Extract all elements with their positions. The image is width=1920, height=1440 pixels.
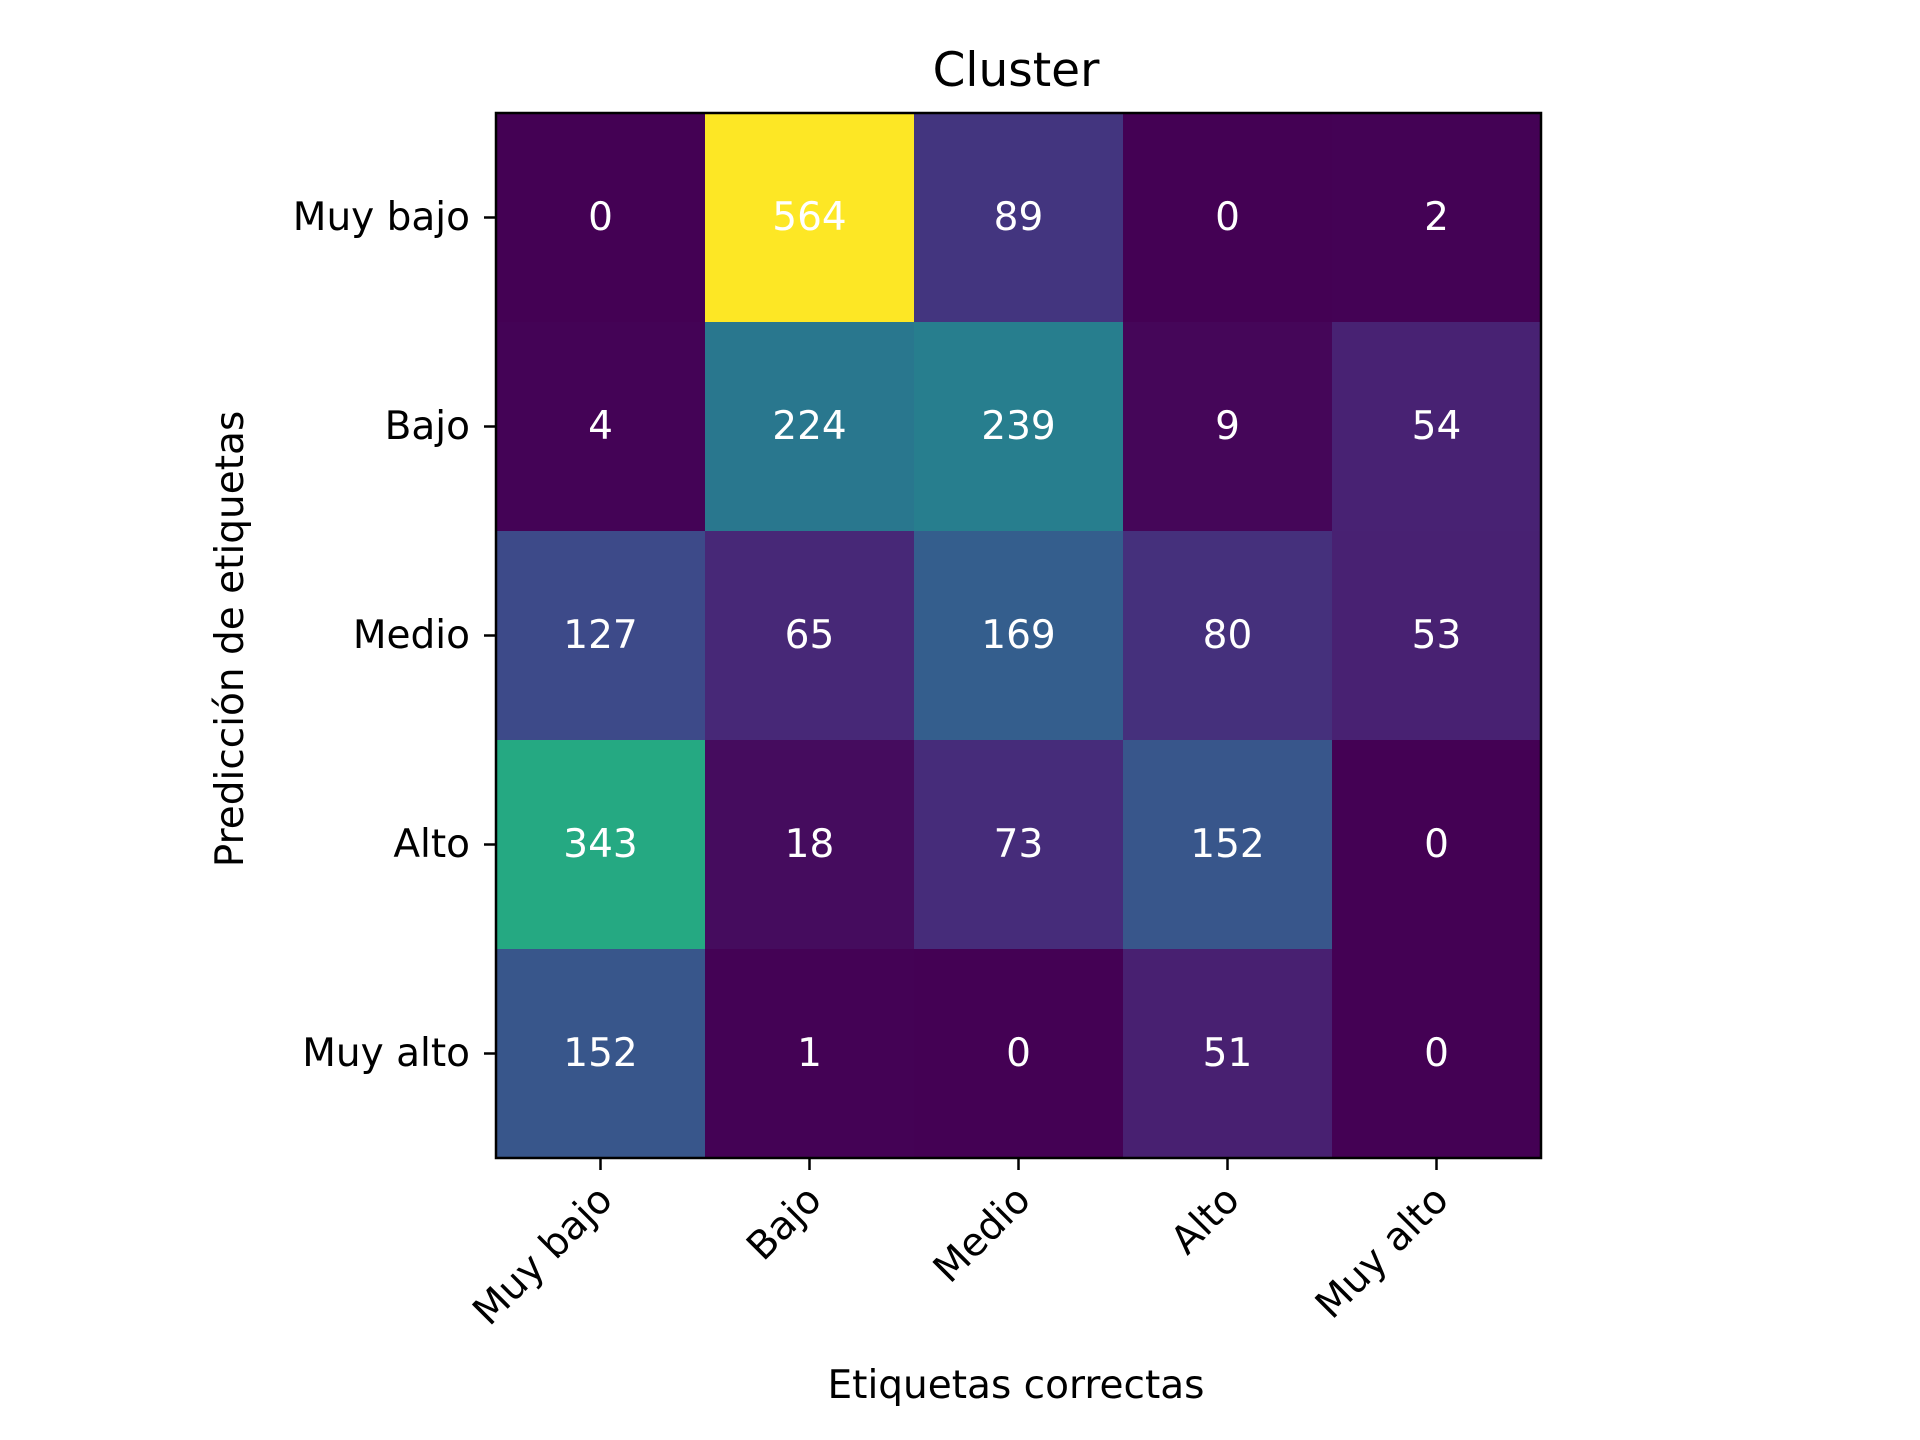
heatmap-cell xyxy=(914,949,1124,1159)
cell-value-label: 9 xyxy=(1215,404,1240,449)
cell-value-label: 0 xyxy=(1215,195,1240,240)
cell-value-label: 65 xyxy=(785,613,835,658)
heatmap-cell xyxy=(705,949,915,1159)
heatmap-cell xyxy=(1123,322,1333,532)
cell-value-label: 54 xyxy=(1412,404,1462,449)
heatmap-cell xyxy=(914,322,1124,532)
x-tick-label: Muy bajo xyxy=(464,1177,621,1334)
y-tick-label: Bajo xyxy=(385,404,470,449)
cell-value-label: 0 xyxy=(1424,1031,1449,1076)
heatmap-cell xyxy=(1332,740,1542,950)
heatmap-cell xyxy=(914,531,1124,741)
cell-value-label: 73 xyxy=(994,822,1044,867)
heatmap-cell xyxy=(496,113,706,323)
heatmap-cell xyxy=(1123,740,1333,950)
y-tick-label: Muy bajo xyxy=(293,195,470,240)
heatmap-cell xyxy=(496,322,706,532)
heatmap-cell xyxy=(1332,949,1542,1159)
heatmap-cell xyxy=(914,740,1124,950)
cell-value-label: 2 xyxy=(1424,195,1449,240)
cell-value-label: 0 xyxy=(1006,1031,1031,1076)
cell-value-label: 224 xyxy=(772,404,846,449)
y-axis-ticks: Muy bajo Bajo Medio Alto Muy alto xyxy=(293,195,496,1076)
cell-value-label: 89 xyxy=(994,195,1044,240)
heatmap-cell xyxy=(705,322,915,532)
heatmap-cell xyxy=(1123,949,1333,1159)
cell-value-label: 18 xyxy=(785,822,835,867)
y-axis-label: Predicción de etiquetas xyxy=(208,411,253,868)
cell-value-label: 127 xyxy=(563,613,637,658)
heatmap-cell xyxy=(1332,322,1542,532)
heatmap-cell xyxy=(496,949,706,1159)
heatmap-cell xyxy=(496,740,706,950)
cell-value-label: 51 xyxy=(1203,1031,1253,1076)
cell-value-label: 4 xyxy=(588,404,613,449)
cell-value-label: 152 xyxy=(1190,822,1264,867)
heatmap-cell xyxy=(705,113,915,323)
heatmap-cell xyxy=(705,531,915,741)
cell-value-label: 53 xyxy=(1412,613,1462,658)
y-tick-label: Muy alto xyxy=(302,1031,470,1076)
cell-value-label: 564 xyxy=(772,195,846,240)
heatmap-cell-labels: 0 564 89 0 2 4 224 239 9 54 127 65 169 80 53 343 18 73 152… xyxy=(563,195,1461,1076)
heatmap-cell xyxy=(1332,531,1542,741)
chart-title: Cluster xyxy=(933,43,1100,98)
heatmap-cell xyxy=(1123,113,1333,323)
heatmap-cells xyxy=(496,113,1542,1159)
cell-value-label: 0 xyxy=(1424,822,1449,867)
cell-value-label: 239 xyxy=(981,404,1055,449)
heatmap-cell xyxy=(705,740,915,950)
x-tick-label: Bajo xyxy=(738,1177,830,1269)
heatmap-cell xyxy=(1123,531,1333,741)
heatmap-cell xyxy=(914,113,1124,323)
x-axis-label: Etiquetas correctas xyxy=(828,1363,1205,1408)
x-tick-label: Alto xyxy=(1163,1177,1249,1263)
x-tick-label: Medio xyxy=(925,1177,1040,1292)
y-tick-label: Alto xyxy=(393,822,470,867)
y-tick-label: Medio xyxy=(353,613,470,658)
cell-value-label: 80 xyxy=(1203,613,1253,658)
heatmap-cell xyxy=(1332,113,1542,323)
x-axis-ticks: Muy bajo Bajo Medio Alto Muy alto xyxy=(464,1158,1458,1334)
cell-value-label: 169 xyxy=(981,613,1055,658)
x-tick-label: Muy alto xyxy=(1307,1177,1457,1327)
heatmap-cell xyxy=(496,531,706,741)
cell-value-label: 152 xyxy=(563,1031,637,1076)
cell-value-label: 343 xyxy=(563,822,637,867)
cell-value-label: 1 xyxy=(797,1031,822,1076)
cell-value-label: 0 xyxy=(588,195,613,240)
